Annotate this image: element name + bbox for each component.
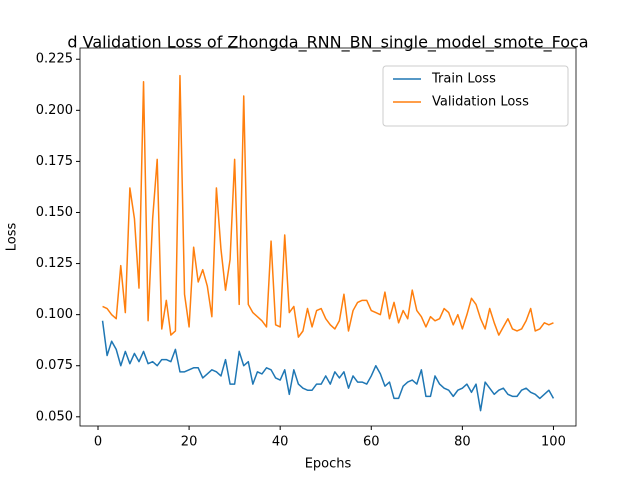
x-tick-label: 60: [363, 435, 380, 450]
y-tick-label: 0.075: [36, 358, 73, 373]
x-tick-label: 80: [454, 435, 471, 450]
y-tick-label: 0.100: [36, 307, 73, 322]
y-tick-label: 0.150: [36, 205, 73, 220]
x-tick-label: 20: [181, 435, 198, 450]
series-line: [102, 74, 554, 338]
y-tick-label: 0.175: [36, 154, 73, 169]
x-tick-label: 40: [272, 435, 289, 450]
y-tick-label: 0.050: [36, 409, 73, 424]
plot-frame: [79, 47, 577, 427]
y-tick-label: 0.200: [36, 103, 73, 118]
y-tick-label: 0.225: [36, 52, 73, 67]
series-line: [101, 320, 555, 412]
chart-title: d Validation Loss of Zhongda_RNN_BN_sing…: [67, 33, 588, 53]
y-tick-label: 0.125: [36, 256, 73, 271]
x-tick-label: 0: [94, 435, 102, 450]
legend-label: Validation Loss: [432, 95, 529, 110]
y-axis-label: Loss: [5, 223, 20, 252]
legend-box: [382, 65, 569, 127]
x-axis-label: Epochs: [305, 457, 352, 472]
x-tick-label: 100: [541, 435, 566, 450]
legend-label: Train Loss: [431, 72, 496, 87]
